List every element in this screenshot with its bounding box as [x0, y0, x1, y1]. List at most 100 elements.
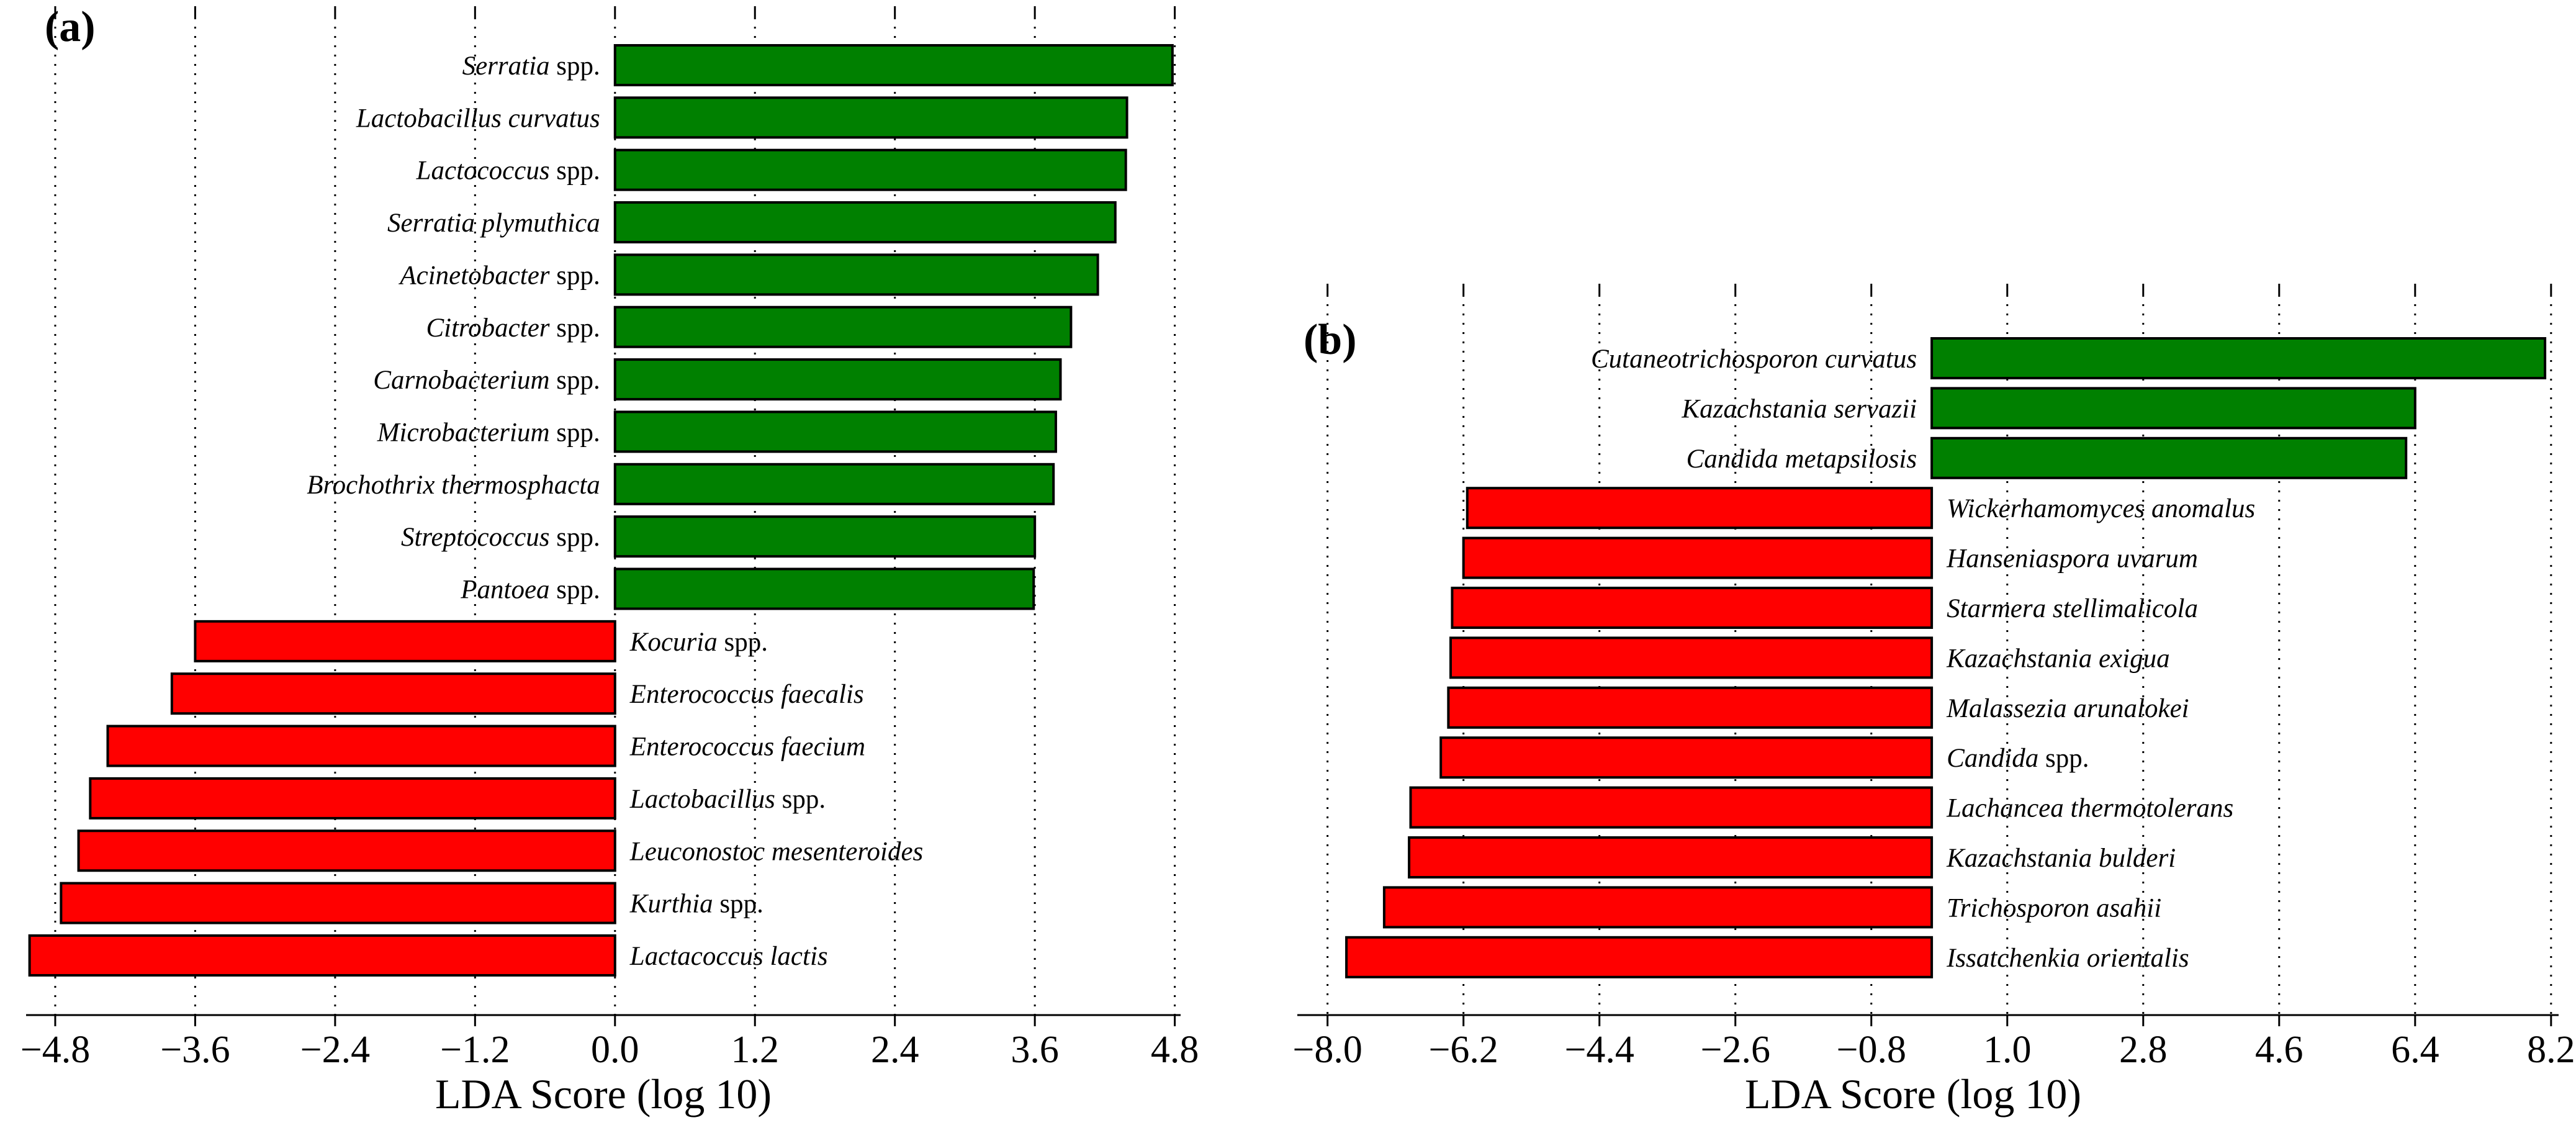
taxon-name-part: Serratia: [462, 52, 550, 81]
bar: [1930, 436, 2408, 479]
x-tick-label: −4.4: [1564, 1029, 1634, 1071]
taxon-name-part: Acinetobacter: [398, 261, 549, 290]
bar: [613, 463, 1055, 505]
x-tick-label: −1.2: [440, 1029, 510, 1071]
taxon-label: Kazachstania servazii: [1681, 394, 1917, 423]
taxon-label: Malassezia arunalokei: [1946, 694, 2189, 723]
x-tick-label: −8.0: [1292, 1029, 1362, 1071]
bar: [1462, 536, 1934, 579]
taxon-suffix-part: spp.: [713, 890, 763, 919]
x-tick-label: 0.0: [591, 1029, 639, 1071]
taxon-label: Streptococcus spp.: [401, 523, 600, 552]
taxon-name-part: Microbacterium: [377, 418, 550, 447]
taxon-name-part: Lactobacillus: [629, 785, 775, 814]
taxon-name-part: Hanseniaspora uvarum: [1946, 544, 2198, 574]
bar: [1345, 936, 1934, 978]
taxon-name-part: Issatchenkia orientalis: [1946, 944, 2189, 973]
taxon-label: Trichosporon asahii: [1947, 893, 2161, 923]
taxon-name-part: Kocuria: [629, 628, 718, 657]
x-tick-label: −2.6: [1700, 1029, 1770, 1071]
taxon-name-part: Leuconostoc mesenteroides: [629, 837, 923, 866]
bar: [89, 777, 616, 820]
bar: [106, 725, 616, 767]
x-tick-label: −2.4: [300, 1029, 370, 1071]
bar: [613, 253, 1099, 296]
x-tick-label: 3.6: [1011, 1029, 1059, 1071]
x-tick-label: −4.8: [20, 1029, 90, 1071]
taxon-label: Citrobacter spp.: [426, 314, 600, 343]
bar: [1408, 836, 1934, 878]
taxon-label: Pantoea spp.: [460, 576, 600, 605]
taxon-name-part: Streptococcus: [401, 523, 550, 552]
bar: [1409, 786, 1934, 829]
taxon-name-part: Lactobacillus curvatus: [356, 104, 600, 133]
taxon-name-part: Lactacoccus lactis: [629, 942, 828, 971]
taxon-label: Issatchenkia orientalis: [1946, 944, 2189, 973]
taxon-suffix-part: spp.: [718, 628, 768, 657]
taxon-label: Kocuria spp.: [629, 628, 768, 657]
taxon-name-part: Pantoea: [460, 576, 549, 605]
bar: [1466, 487, 1934, 530]
taxon-name-part: Candida metapsilosis: [1687, 445, 1917, 474]
x-axis-title: LDA Score (log 10): [435, 1070, 772, 1118]
bar: [1447, 686, 1934, 729]
taxon-suffix-part: spp.: [2038, 744, 2089, 773]
panel-label: (b): [1304, 316, 1357, 364]
bar: [613, 410, 1057, 453]
taxon-suffix-part: spp.: [550, 156, 600, 186]
taxon-name-part: Enterococcus faecalis: [629, 680, 864, 709]
taxon-suffix-part: spp.: [550, 418, 600, 447]
bar: [170, 672, 616, 715]
taxon-suffix-part: spp.: [550, 52, 600, 81]
taxon-name-part: Serratia plymuthica: [387, 209, 600, 238]
bar: [613, 305, 1073, 348]
bar: [1930, 387, 2416, 430]
taxon-name-part: Candida: [1947, 744, 2038, 773]
bar: [613, 567, 1035, 610]
x-tick-label: 8.2: [2527, 1029, 2575, 1071]
x-tick-label: 6.4: [2391, 1029, 2439, 1071]
taxon-label: Wickerhamomyces anomalus: [1947, 494, 2255, 523]
taxon-name-part: Kazachstania exigua: [1946, 644, 2170, 673]
taxon-suffix-part: spp.: [550, 576, 600, 605]
x-tick-label: 2.4: [871, 1029, 919, 1071]
taxon-suffix-part: spp.: [550, 523, 600, 552]
taxon-name-part: Brochothrix thermosphacta: [307, 471, 600, 500]
bar: [613, 358, 1062, 401]
x-tick-label: −3.6: [160, 1029, 230, 1071]
bar: [1449, 636, 1934, 679]
taxon-name-part: Enterococcus faecium: [629, 733, 865, 762]
bar: [77, 829, 616, 872]
taxon-label: Leuconostoc mesenteroides: [629, 837, 923, 866]
x-tick-label: −0.8: [1837, 1029, 1906, 1071]
taxon-name-part: Citrobacter: [426, 314, 549, 343]
bar: [1451, 587, 1934, 629]
taxon-label: Microbacterium spp.: [377, 418, 600, 447]
taxon-name-part: Wickerhamomyces anomalus: [1947, 494, 2255, 523]
x-tick-label: 1.0: [1983, 1029, 2032, 1071]
taxon-label: Starmera stellimalicola: [1947, 594, 2198, 623]
taxon-suffix-part: spp.: [775, 785, 826, 814]
taxon-label: Cutaneotrichosporon curvatus: [1591, 345, 1917, 374]
x-tick-label: 4.6: [2255, 1029, 2304, 1071]
bar: [194, 620, 616, 662]
taxon-name-part: Starmera stellimalicola: [1947, 594, 2198, 623]
taxon-name-part: Carnobacterium: [373, 366, 549, 395]
taxon-label: Lactacoccus lactis: [629, 942, 828, 971]
taxon-label: Lactococcus spp.: [416, 156, 600, 186]
taxon-label: Candida spp.: [1947, 744, 2089, 773]
taxon-label: Lactobacillus spp.: [629, 785, 826, 814]
x-tick-label: 1.2: [731, 1029, 779, 1071]
panel-b: −8.0 −6.2 −4.4 −2.6 −0.8 1.0 2.8 4.6 6.4 8.2 Cutan…: [1292, 284, 2575, 1118]
bar: [613, 96, 1128, 139]
taxon-suffix-part: spp.: [550, 314, 600, 343]
taxon-label: Serratia plymuthica: [387, 209, 600, 238]
taxon-suffix-part: spp.: [550, 261, 600, 290]
x-tick-label: −6.2: [1428, 1029, 1498, 1071]
taxon-suffix-part: spp.: [550, 366, 600, 395]
bar: [60, 882, 616, 924]
taxon-name-part: Cutaneotrichosporon curvatus: [1591, 345, 1917, 374]
taxon-label: Kazachstania bulderi: [1946, 844, 2176, 873]
bar: [28, 934, 616, 977]
